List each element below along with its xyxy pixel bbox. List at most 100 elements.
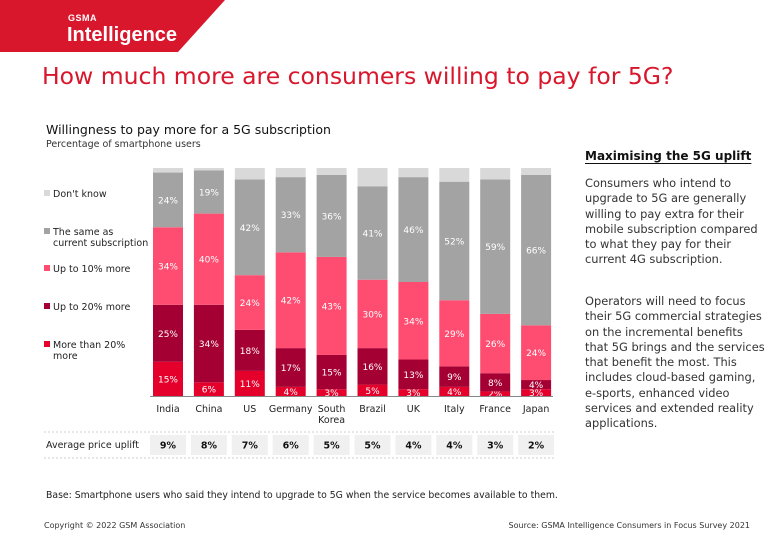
data-label: 42% xyxy=(240,224,260,234)
data-label: 19% xyxy=(199,188,219,198)
data-label: 43% xyxy=(322,302,342,312)
data-label: 30% xyxy=(362,310,382,320)
bar-segment xyxy=(357,348,388,385)
uplift-cell xyxy=(436,435,473,455)
uplift-cell xyxy=(150,435,186,455)
data-label: 6% xyxy=(202,386,217,396)
uplift-cell xyxy=(231,435,268,455)
bar-segment xyxy=(398,177,429,282)
data-label: 5% xyxy=(365,387,380,397)
x-tick-label: Italy xyxy=(444,404,465,415)
bar-segment xyxy=(316,256,347,355)
bar-segment xyxy=(234,168,265,180)
bar-segment xyxy=(316,168,347,175)
logo-banner xyxy=(0,0,225,52)
x-tick-label: China xyxy=(195,404,222,415)
bar-segment xyxy=(153,227,183,305)
chart-subtitle: Percentage of smartphone users xyxy=(46,139,201,150)
bar-segment xyxy=(398,282,429,360)
uplift-value: 4% xyxy=(446,441,463,452)
bar-segment xyxy=(480,391,511,396)
sidebar-heading: Maximising the 5G uplift xyxy=(585,149,752,163)
uplift-cell xyxy=(354,435,391,455)
uplift-value: 2% xyxy=(528,441,545,452)
data-label: 24% xyxy=(240,299,260,309)
bar-segment xyxy=(521,325,552,381)
bar-segment xyxy=(521,168,552,175)
sidebar-paragraph-2: Operators will need to focus their 5G co… xyxy=(585,294,765,431)
uplift-value: 9% xyxy=(160,441,177,452)
uplift-row-label: Average price uplift xyxy=(46,440,139,451)
bar-segment xyxy=(357,168,388,187)
uplift-value: 5% xyxy=(324,441,341,452)
bar-segment xyxy=(234,329,265,371)
data-label: 3% xyxy=(324,389,339,399)
data-label: 34% xyxy=(158,263,178,273)
uplift-value: 7% xyxy=(242,441,259,452)
copyright-text: Copyright © 2022 GSM Association xyxy=(44,521,186,530)
legend-label: more xyxy=(53,351,78,362)
bar-segment xyxy=(316,354,347,390)
uplift-value: 8% xyxy=(201,441,218,452)
bar-segment xyxy=(357,279,388,349)
bar-segment xyxy=(316,174,347,257)
bar-segment xyxy=(153,168,183,173)
bar-segment xyxy=(357,186,388,280)
data-label: 4% xyxy=(284,388,299,398)
data-label: 18% xyxy=(240,347,260,357)
data-label: 3% xyxy=(529,389,544,399)
data-label: 8% xyxy=(488,379,503,389)
uplift-cell xyxy=(190,435,227,455)
bar-segment xyxy=(234,370,265,396)
bar-segment xyxy=(275,177,306,253)
bar-segment xyxy=(153,361,183,396)
bar-segment xyxy=(275,386,306,396)
source-text: Source: GSMA Intelligence Consumers in F… xyxy=(508,521,750,530)
data-label: 34% xyxy=(403,317,423,327)
chart-title: Willingness to pay more for a 5G subscri… xyxy=(46,122,331,137)
bar-segment xyxy=(193,213,224,305)
bar-segment xyxy=(153,304,183,362)
bar-segment xyxy=(521,380,552,390)
data-label: 29% xyxy=(444,330,464,340)
bar-segment xyxy=(153,172,183,228)
bar-segment xyxy=(398,359,429,390)
legend-label: Up to 10% more xyxy=(53,264,130,275)
legend-label: Up to 20% more xyxy=(53,302,130,313)
data-label: 15% xyxy=(158,375,178,385)
logo-gsma-text: GSMA xyxy=(68,13,97,23)
bar-segment xyxy=(357,384,388,396)
logo-intelligence-text: Intelligence xyxy=(67,24,177,46)
legend-swatch xyxy=(44,228,50,234)
data-label: 3% xyxy=(406,389,421,399)
bar-segment xyxy=(398,168,429,178)
data-label: 13% xyxy=(403,371,423,381)
bar-segment xyxy=(234,179,265,276)
x-tick-label: France xyxy=(479,404,511,415)
data-label: 46% xyxy=(403,226,423,236)
uplift-cell xyxy=(395,435,432,455)
uplift-value: 3% xyxy=(487,441,504,452)
page-title: How much more are consumers willing to p… xyxy=(42,62,674,90)
legend-label: current subscription xyxy=(53,238,148,249)
bar-segment xyxy=(439,386,470,396)
uplift-value: 4% xyxy=(405,441,422,452)
bar-segment xyxy=(521,389,552,396)
gsma-intelligence-logo: GSMA Intelligence xyxy=(0,0,225,52)
bar-segment xyxy=(480,373,511,392)
bar-segment xyxy=(316,389,347,396)
bar-segment xyxy=(275,348,306,387)
data-label: 9% xyxy=(447,373,462,383)
bar-segment xyxy=(480,168,511,180)
data-label: 40% xyxy=(199,256,219,266)
x-tick-label: US xyxy=(243,404,256,415)
data-label: 33% xyxy=(281,211,301,221)
legend-label: Don't know xyxy=(53,189,107,200)
bar-segment xyxy=(439,300,470,367)
bar-segment xyxy=(193,168,224,171)
data-label: 59% xyxy=(485,243,505,253)
bar-segment xyxy=(521,174,552,326)
data-label: 25% xyxy=(158,330,178,340)
x-tick-label: India xyxy=(156,404,179,415)
data-label: 41% xyxy=(362,229,382,239)
